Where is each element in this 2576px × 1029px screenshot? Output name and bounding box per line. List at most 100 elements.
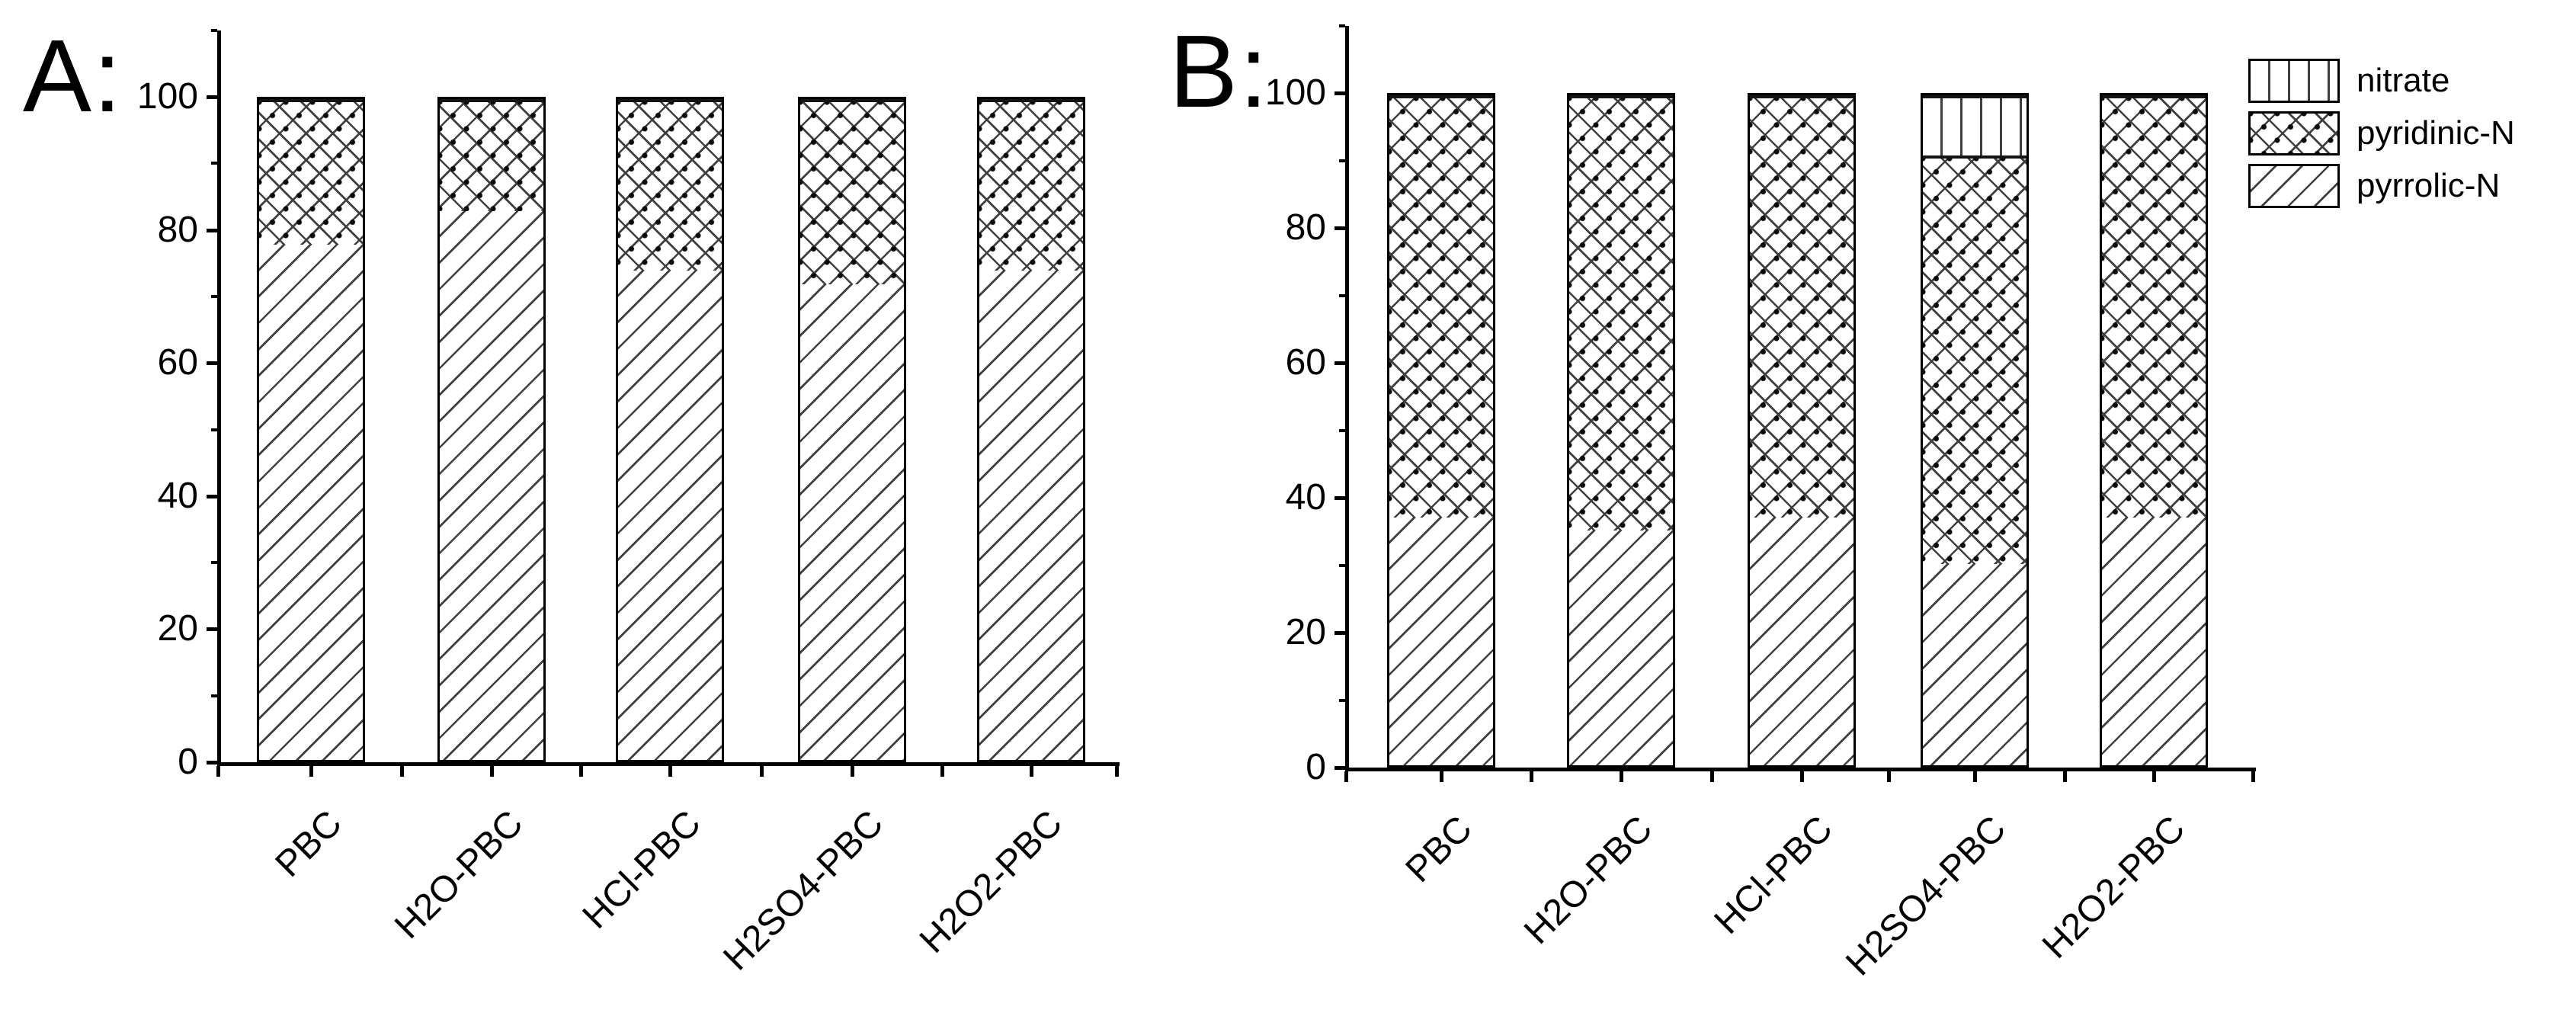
segment-A-HCl-PBC-pyridinic-N (618, 99, 722, 271)
x-tick-B-5 (1800, 771, 1804, 782)
y-major-tick-A-80 (207, 228, 217, 232)
segment-A-PBC-pyridinic-N (259, 99, 363, 245)
y-minor-tick-A-30 (211, 561, 217, 565)
segment-A-HCl-PBC-pyrrolic-N (618, 271, 722, 760)
x-tick-B-8 (2062, 771, 2067, 782)
x-tick-A-8 (940, 766, 944, 777)
legend-row-pyrrolic: pyrrolic-N (2248, 163, 2515, 209)
x-tick-A-5 (668, 766, 672, 777)
x-tick-B-9 (2152, 771, 2156, 782)
y-axis-B (1345, 25, 1349, 771)
x-tick-A-9 (1030, 766, 1033, 777)
y-major-tick-B-0 (1334, 766, 1345, 770)
legend: nitrate pyridinic-N pyrrolic-N (2248, 58, 2515, 216)
segment-B-HCl-PBC-pyrrolic-N (1750, 517, 1854, 765)
bar-B-H2O2-PBC (2100, 93, 2208, 768)
y-major-tick-B-40 (1334, 496, 1345, 500)
x-category-label-B-1: H2O-PBC (1516, 808, 1661, 952)
y-major-tick-A-40 (207, 494, 217, 498)
y-tick-label-B-20: 20 (1285, 612, 1326, 652)
legend-label-pyridinic: pyridinic-N (2357, 114, 2515, 152)
x-axis-B (1345, 768, 2256, 771)
y-minor-tick-B-70 (1339, 293, 1345, 297)
nitrate-swatch-icon (2248, 59, 2340, 103)
segment-A-H2O2-PBC-pyrrolic-N (979, 271, 1083, 760)
panel-a-label: A: (23, 18, 123, 133)
bar-A-H2SO4-PBC (798, 97, 906, 762)
segment-B-H2O-PBC-pyridinic-N (1569, 95, 1673, 531)
segment-B-H2O2-PBC-pyrrolic-N (2102, 517, 2206, 765)
y-minor-tick-B-110 (1339, 24, 1345, 27)
legend-row-pyridinic: pyridinic-N (2248, 111, 2515, 156)
x-axis-A (217, 762, 1120, 766)
y-major-tick-B-100 (1334, 91, 1345, 95)
segment-A-H2SO4-PBC-pyrrolic-N (800, 284, 904, 760)
x-tick-A-7 (851, 766, 854, 777)
segment-A-H2SO4-PBC-pyridinic-N (800, 99, 904, 284)
x-tick-B-1 (1440, 771, 1443, 782)
bar-B-H2O-PBC (1567, 93, 1675, 768)
y-tick-label-A-20: 20 (157, 608, 198, 649)
y-minor-tick-A-70 (211, 294, 217, 298)
x-tick-B-10 (2251, 771, 2255, 782)
y-axis-A (217, 30, 221, 766)
x-category-label-A-4: H2O2-PBC (912, 803, 1071, 961)
segment-B-H2SO4-PBC-pyrrolic-N (1923, 564, 2027, 765)
segment-B-H2O-PBC-pyrrolic-N (1569, 531, 1673, 765)
x-tick-B-4 (1709, 771, 1714, 782)
x-category-label-A-2: HCl-PBC (575, 803, 710, 937)
y-tick-label-A-80: 80 (157, 209, 198, 250)
y-minor-tick-A-90 (211, 162, 217, 165)
y-tick-label-A-40: 40 (157, 475, 198, 516)
y-minor-tick-A-110 (211, 28, 217, 32)
legend-label-pyrrolic: pyrrolic-N (2357, 167, 2501, 204)
y-minor-tick-B-10 (1339, 698, 1345, 702)
y-tick-label-A-60: 60 (157, 342, 198, 383)
x-tick-B-7 (1973, 771, 1977, 782)
x-tick-B-0 (1344, 771, 1348, 782)
bar-A-PBC (257, 97, 365, 762)
x-tick-A-3 (490, 766, 494, 777)
y-major-tick-A-0 (207, 761, 217, 765)
y-major-tick-B-20 (1334, 631, 1345, 635)
x-tick-A-0 (216, 766, 220, 777)
y-tick-label-B-40: 40 (1285, 477, 1326, 518)
x-tick-B-2 (1530, 771, 1533, 782)
x-category-label-A-0: PBC (268, 803, 351, 885)
x-tick-A-2 (399, 766, 404, 777)
segment-B-PBC-pyrrolic-N (1389, 517, 1493, 765)
x-tick-A-10 (1115, 766, 1119, 777)
bar-A-H2O2-PBC (977, 97, 1085, 762)
segment-B-H2SO4-PBC-nitrate (1923, 95, 2027, 156)
y-major-tick-B-60 (1334, 361, 1345, 365)
x-category-label-B-4: H2O2-PBC (2034, 808, 2193, 966)
legend-row-nitrate: nitrate (2248, 58, 2515, 104)
x-tick-A-1 (309, 766, 313, 777)
y-major-tick-A-20 (207, 627, 217, 632)
y-tick-label-A-100: 100 (136, 76, 198, 117)
segment-B-PBC-pyridinic-N (1389, 95, 1493, 518)
segment-A-PBC-pyrrolic-N (259, 244, 363, 760)
bar-B-PBC (1387, 93, 1495, 768)
segment-B-HCl-PBC-pyridinic-N (1750, 95, 1854, 518)
pyrrolic-swatch-icon (2248, 164, 2340, 208)
y-major-tick-B-80 (1334, 226, 1345, 230)
bar-B-H2SO4-PBC (1921, 93, 2029, 768)
y-major-tick-A-100 (207, 95, 217, 99)
bar-A-HCl-PBC (616, 97, 724, 762)
y-tick-label-A-0: 0 (178, 742, 198, 782)
x-category-label-B-0: PBC (1398, 808, 1481, 890)
segment-A-H2O-PBC-pyridinic-N (440, 99, 543, 212)
y-minor-tick-A-10 (211, 694, 217, 697)
legend-label-nitrate: nitrate (2357, 62, 2450, 99)
pyridinic-swatch-icon (2248, 111, 2340, 155)
x-tick-A-6 (759, 766, 764, 777)
x-tick-B-6 (1886, 771, 1891, 782)
x-tick-B-3 (1620, 771, 1623, 782)
x-category-label-B-2: HCl-PBC (1706, 808, 1841, 942)
y-tick-label-B-100: 100 (1264, 72, 1326, 113)
y-minor-tick-B-30 (1339, 563, 1345, 567)
segment-A-H2O-PBC-pyrrolic-N (440, 211, 543, 760)
x-category-label-B-3: H2SO4-PBC (1838, 808, 2014, 984)
